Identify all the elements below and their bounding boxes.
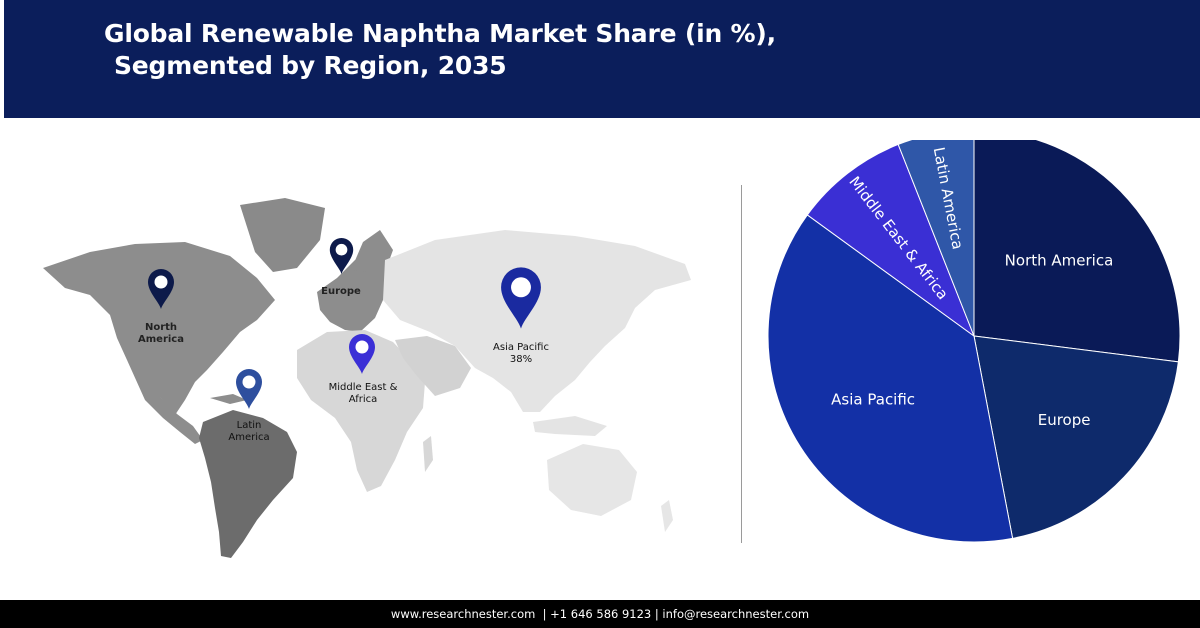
scandinavia-shape	[351, 230, 393, 272]
chart-title-line-1: Global Renewable Naphtha Market Share (i…	[104, 19, 776, 48]
caribbean-shape	[210, 394, 247, 404]
europe-pin-body	[329, 238, 354, 274]
asia-pacific-label-line-2: 38%	[509, 354, 533, 365]
middle-east-africa-pin-dot	[355, 340, 369, 354]
world-map: North America Europe Asia Pacific 38% Mi…	[35, 160, 705, 560]
header-banner: Global Renewable Naphtha Market Share (i…	[4, 0, 1200, 118]
world-map-shapes	[43, 198, 691, 558]
north-america-label-line-1: North	[144, 322, 178, 333]
asia-pacific-pin-icon	[501, 267, 541, 329]
latin-america-pin-dot	[242, 375, 256, 389]
north-america-pin-dot	[154, 275, 168, 289]
pie-slice-asia-pacific	[767, 214, 1014, 543]
pie-label-europe: Europe	[1038, 411, 1091, 429]
latin-america-label-line-2: America	[228, 432, 270, 443]
pie-slice-middle-east-africa	[806, 143, 976, 338]
middle-east-africa-label-line-1: Middle East &	[328, 382, 398, 393]
middle-east-africa-label-line-2: Africa	[348, 394, 378, 405]
asia-pacific-pin-dot	[511, 277, 531, 298]
latin-america-pin-body	[236, 369, 262, 409]
south-america-shape	[199, 410, 297, 558]
pie-slice-europe	[973, 335, 1179, 539]
europe-pin-icon	[329, 238, 354, 274]
europe-label-line-1: Europe	[321, 286, 361, 297]
europe-label: Europe	[311, 286, 371, 298]
middle-east-africa-pin-icon	[349, 334, 375, 374]
middle-east-africa-label: Middle East & Africa	[318, 382, 408, 406]
north-america-label: North America	[131, 322, 191, 346]
chart-title-line-2: Segmented by Region, 2035	[114, 51, 507, 80]
footer-bar: www.researchnester.com | +1 646 586 9123…	[0, 600, 1200, 628]
asia-pacific-pin-body	[501, 267, 541, 329]
pie-chart: North America Europe Asia Pacific Middle Ea…	[760, 129, 1190, 550]
vertical-divider	[741, 185, 742, 543]
middle-east-shape	[395, 336, 471, 396]
latin-america-pin-icon	[236, 369, 262, 409]
north-america-label-line-2: America	[138, 334, 184, 345]
north-america-shape	[43, 242, 275, 415]
middle-east-africa-pin-body	[349, 334, 375, 374]
north-america-pin-icon	[148, 269, 174, 309]
southeast-asia-islands-shape	[533, 416, 607, 436]
pie-label-north-america: North America	[1005, 252, 1114, 270]
europe-pin-dot	[335, 243, 348, 256]
central-america-shape	[127, 360, 203, 444]
australia-shape	[547, 444, 637, 516]
greenland-shape	[240, 198, 325, 272]
madagascar-shape	[423, 436, 433, 472]
north-america-pin-body	[148, 269, 174, 309]
asia-shape	[383, 230, 691, 412]
latin-america-label-line-1: Latin	[236, 420, 262, 431]
japan-shape	[607, 292, 625, 332]
new-zealand-shape	[661, 500, 673, 532]
asia-pacific-label-line-1: Asia Pacific	[493, 342, 549, 353]
pie-label-asia-pacific: Asia Pacific	[831, 391, 915, 409]
africa-shape	[297, 330, 425, 492]
asia-pacific-label: Asia Pacific 38%	[481, 342, 561, 366]
footer-contact-text: www.researchnester.com | +1 646 586 9123…	[390, 607, 810, 621]
latin-america-label: Latin America	[219, 420, 279, 444]
